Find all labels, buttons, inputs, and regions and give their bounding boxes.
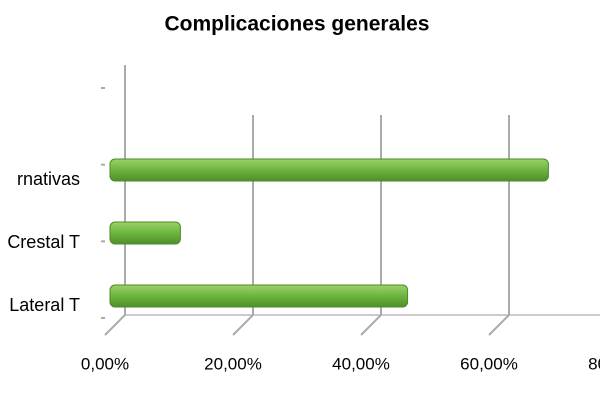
- x-tick-label: 0,00%: [81, 354, 129, 373]
- grid-line: [488, 115, 510, 336]
- x-tick-label: 40,00%: [332, 354, 390, 373]
- chart-title: Complicaciones generales: [165, 13, 430, 36]
- grid-line: [232, 115, 254, 336]
- x-tick-label: 60,00%: [460, 354, 518, 373]
- bar: [109, 284, 409, 308]
- floor: [104, 314, 600, 336]
- grid-line: [360, 115, 382, 336]
- y-tick-label: rnativas: [17, 169, 80, 189]
- y-tick-label: Lateral T: [9, 295, 80, 315]
- bar: [109, 158, 549, 182]
- bar: [109, 221, 181, 245]
- x-tick-label: 20,00%: [204, 354, 262, 373]
- x-tick-label: 80,00%: [588, 354, 600, 373]
- grid-line: [104, 65, 126, 336]
- y-tick-label: Crestal T: [7, 232, 80, 252]
